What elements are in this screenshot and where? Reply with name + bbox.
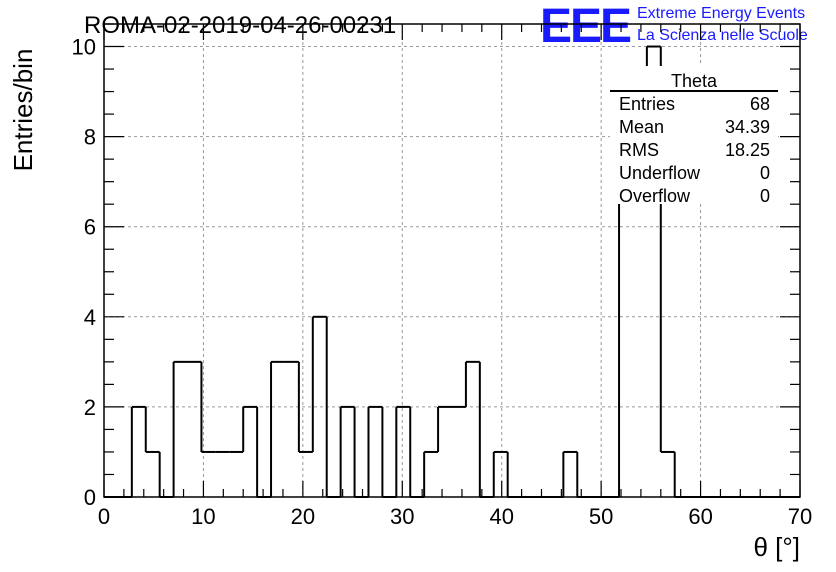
x-tick-label: 10 — [191, 504, 215, 529]
eee-logo: EEE — [540, 0, 631, 53]
y-tick-label: 8 — [84, 125, 96, 150]
x-tick-label: 60 — [688, 504, 712, 529]
stats-title: Theta — [671, 71, 718, 91]
stats-row-value: 68 — [750, 94, 770, 114]
y-tick-label: 6 — [84, 215, 96, 240]
stats-row-value: 0 — [760, 163, 770, 183]
y-tick-label: 2 — [84, 395, 96, 420]
x-axis-label: θ [°] — [753, 532, 800, 562]
stats-row-label: Underflow — [619, 163, 701, 183]
stats-box-background — [610, 66, 778, 204]
stats-box: Theta Entries 68 Mean 34.39 RMS 18.25 Underflo… — [610, 66, 778, 206]
stats-row-label: Entries — [619, 94, 675, 114]
stats-rows: Entries 68 Mean 34.39 RMS 18.25 Underflow 0 Over… — [619, 94, 770, 206]
plot-frame — [103, 23, 801, 498]
x-tick-label: 40 — [489, 504, 513, 529]
stats-row-label: Mean — [619, 117, 664, 137]
brand-line-1: Extreme Energy Events — [637, 5, 805, 22]
y-axis-label: Entries/bin — [8, 49, 38, 172]
x-tick-label: 30 — [390, 504, 414, 529]
stats-row-label: RMS — [619, 140, 659, 160]
x-tick-label: 0 — [98, 504, 110, 529]
y-tick-label: 10 — [72, 35, 96, 60]
y-tick-label: 4 — [84, 305, 96, 330]
x-tick-label: 50 — [589, 504, 613, 529]
x-tick-label: 70 — [788, 504, 812, 529]
stats-row-value: 34.39 — [725, 117, 770, 137]
chart-title: ROMA-02-2019-04-26-00231 — [84, 12, 396, 39]
x-tick-label: 20 — [291, 504, 315, 529]
brand-line-2: La Scienza nelle Scuole — [637, 27, 808, 44]
stats-row-label: Overflow — [619, 186, 691, 206]
stats-row-value: 18.25 — [725, 140, 770, 160]
stats-row-value: 0 — [760, 186, 770, 206]
y-tick-label: 0 — [84, 485, 96, 510]
